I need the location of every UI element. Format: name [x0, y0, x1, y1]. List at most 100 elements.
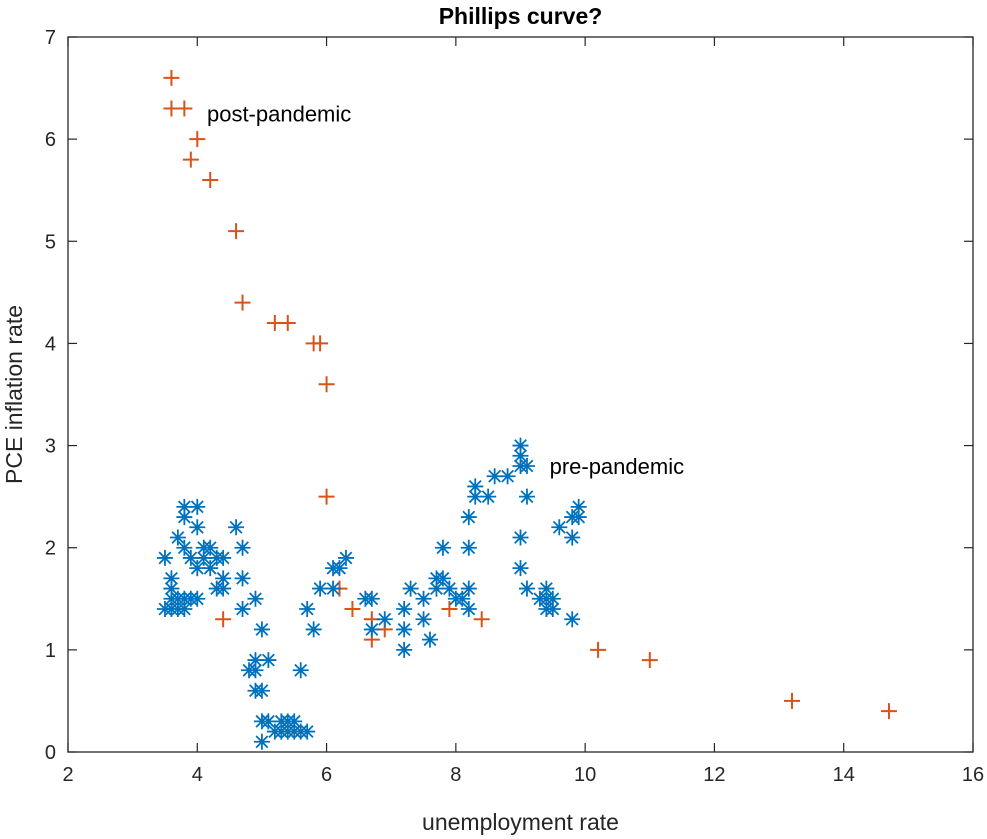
asterisk-marker	[325, 580, 342, 597]
plus-marker	[163, 69, 180, 86]
plus-marker	[234, 294, 251, 311]
axes-box	[67, 36, 974, 753]
asterisk-marker	[422, 631, 438, 648]
plus-marker	[215, 611, 232, 628]
y-tick-label: 5	[45, 231, 56, 253]
asterisk-marker	[299, 723, 316, 740]
plus-marker	[279, 315, 296, 331]
asterisk-marker	[228, 519, 245, 536]
y-tick-label: 2	[45, 538, 56, 560]
asterisk-marker	[480, 488, 497, 505]
asterisk-marker	[247, 662, 264, 679]
asterisk-marker	[518, 580, 535, 597]
x-tick-label: 16	[962, 764, 984, 786]
asterisk-marker	[363, 621, 380, 638]
asterisk-marker	[260, 652, 277, 669]
plus-marker	[473, 611, 490, 628]
asterisk-marker	[260, 713, 277, 730]
asterisk-marker	[460, 580, 477, 597]
asterisk-marker	[518, 488, 535, 505]
asterisk-marker	[396, 621, 413, 638]
asterisk-marker	[312, 580, 329, 597]
y-tick-label: 4	[45, 333, 56, 355]
asterisk-marker	[215, 549, 232, 566]
asterisk-marker	[415, 590, 432, 607]
asterisk-marker	[176, 509, 193, 526]
plus-marker	[784, 692, 800, 709]
plus-marker	[228, 223, 245, 240]
asterisk-marker	[169, 529, 186, 546]
asterisk-marker	[376, 611, 393, 628]
asterisk-marker	[195, 549, 212, 566]
asterisk-marker	[434, 570, 451, 587]
asterisk-marker	[234, 539, 251, 556]
asterisk-marker	[202, 560, 219, 577]
plus-marker	[189, 131, 206, 148]
asterisk-marker	[486, 468, 503, 485]
asterisk-marker	[247, 590, 264, 607]
plus-marker	[202, 172, 219, 188]
asterisk-marker	[189, 519, 206, 536]
y-tick-label: 1	[45, 640, 56, 662]
y-tick-label: 6	[45, 129, 56, 151]
asterisk-marker	[253, 621, 270, 638]
post-pandemic-series	[163, 69, 897, 720]
asterisk-marker	[396, 641, 413, 658]
asterisk-marker	[215, 580, 232, 597]
asterisk-marker	[396, 601, 413, 617]
asterisk-marker	[428, 580, 445, 597]
x-tick-label: 14	[833, 764, 855, 786]
asterisk-marker	[247, 652, 264, 669]
plus-marker	[312, 335, 329, 352]
plus-marker	[880, 703, 897, 720]
asterisk-marker	[512, 560, 529, 577]
annotation-label: post-pandemic	[207, 102, 351, 127]
asterisk-marker	[544, 590, 561, 607]
asterisk-marker	[234, 570, 251, 587]
asterisk-marker	[305, 621, 322, 638]
asterisk-marker	[512, 437, 529, 454]
asterisk-marker	[551, 519, 568, 536]
y-tick-label: 7	[45, 27, 56, 49]
x-axis-title: unemployment rate	[422, 809, 619, 835]
asterisk-marker	[253, 682, 270, 699]
asterisk-marker	[460, 539, 477, 556]
asterisk-marker	[299, 601, 316, 617]
pre-pandemic-series	[156, 437, 587, 750]
chart-title: Phillips curve?	[439, 3, 603, 29]
asterisk-marker	[163, 570, 180, 587]
asterisk-marker	[518, 458, 535, 474]
asterisk-marker	[156, 549, 173, 566]
asterisk-marker	[460, 601, 477, 617]
asterisk-marker	[202, 539, 219, 556]
asterisk-marker	[467, 478, 484, 495]
plus-marker	[318, 488, 335, 505]
asterisk-marker	[570, 509, 587, 526]
plus-marker	[441, 601, 458, 617]
asterisk-marker	[182, 549, 199, 566]
asterisk-marker	[215, 570, 232, 587]
asterisk-marker	[292, 662, 309, 679]
asterisk-marker	[512, 529, 529, 546]
x-tick-label: 2	[62, 764, 73, 786]
asterisk-marker	[189, 498, 206, 515]
asterisk-marker	[467, 488, 484, 505]
x-tick-label: 4	[192, 764, 203, 786]
plus-marker	[641, 652, 658, 669]
asterisk-marker	[434, 539, 451, 556]
x-tick-label: 10	[574, 764, 596, 786]
asterisk-marker	[441, 580, 458, 597]
x-tick-label: 12	[703, 764, 725, 786]
x-tick-label: 6	[321, 764, 332, 786]
asterisk-marker	[460, 509, 477, 526]
asterisk-marker	[564, 529, 581, 546]
plus-marker	[176, 100, 193, 117]
annotations: post-pandemic pre-pandemic	[207, 102, 684, 479]
x-tick-label: 8	[450, 764, 461, 786]
plus-marker	[182, 151, 199, 168]
asterisk-marker	[415, 611, 432, 628]
plus-marker	[590, 641, 607, 658]
asterisk-marker	[331, 560, 348, 577]
